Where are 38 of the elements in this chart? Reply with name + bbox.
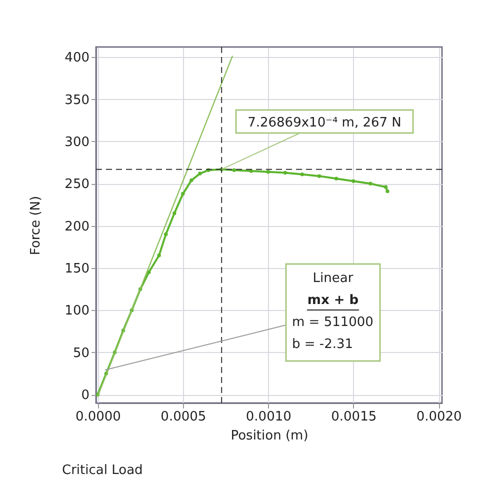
point [283,170,288,175]
point [317,174,322,178]
point [164,232,168,236]
y-axis-title: Force (N) [28,196,44,256]
point [334,176,338,180]
point [232,168,236,172]
point [384,185,388,189]
y-tick-label: 100 [64,304,90,319]
y-tick-label: 150 [64,262,90,277]
x-tick-label: 0.0010 [246,410,292,424]
x-tick-label: 0.0005 [160,410,206,424]
y-tick-label: 0 [81,388,90,404]
annotation: Linear [312,271,354,286]
annotation: b = -2.31 [292,337,354,352]
point [300,172,304,176]
point [352,179,356,183]
point [266,170,270,174]
y-tick-label: 200 [64,219,90,234]
point [386,189,390,194]
y-tick-label: 250 [64,177,90,192]
x-tick-label: 0.0020 [416,410,462,424]
point [198,172,202,176]
x-tick-label: 0.0015 [331,410,377,424]
annotation: 7.26869x10⁻⁴ m, 267 N [248,116,402,130]
y-tick-label: 50 [72,346,90,361]
annotation: mx + b [307,293,359,308]
point [181,192,185,196]
point [172,211,176,216]
point [190,178,194,182]
point [368,182,372,186]
x-tick-label: 0.0000 [75,410,121,424]
y-tick-label: 400 [64,50,90,66]
annotation: m = 511000 [292,315,374,330]
y-tick-label: 350 [64,92,90,108]
point [157,254,161,258]
x-axis-title: Position (m) [230,428,308,444]
text: Critical Load [62,463,143,478]
y-tick-label: 300 [64,134,90,150]
